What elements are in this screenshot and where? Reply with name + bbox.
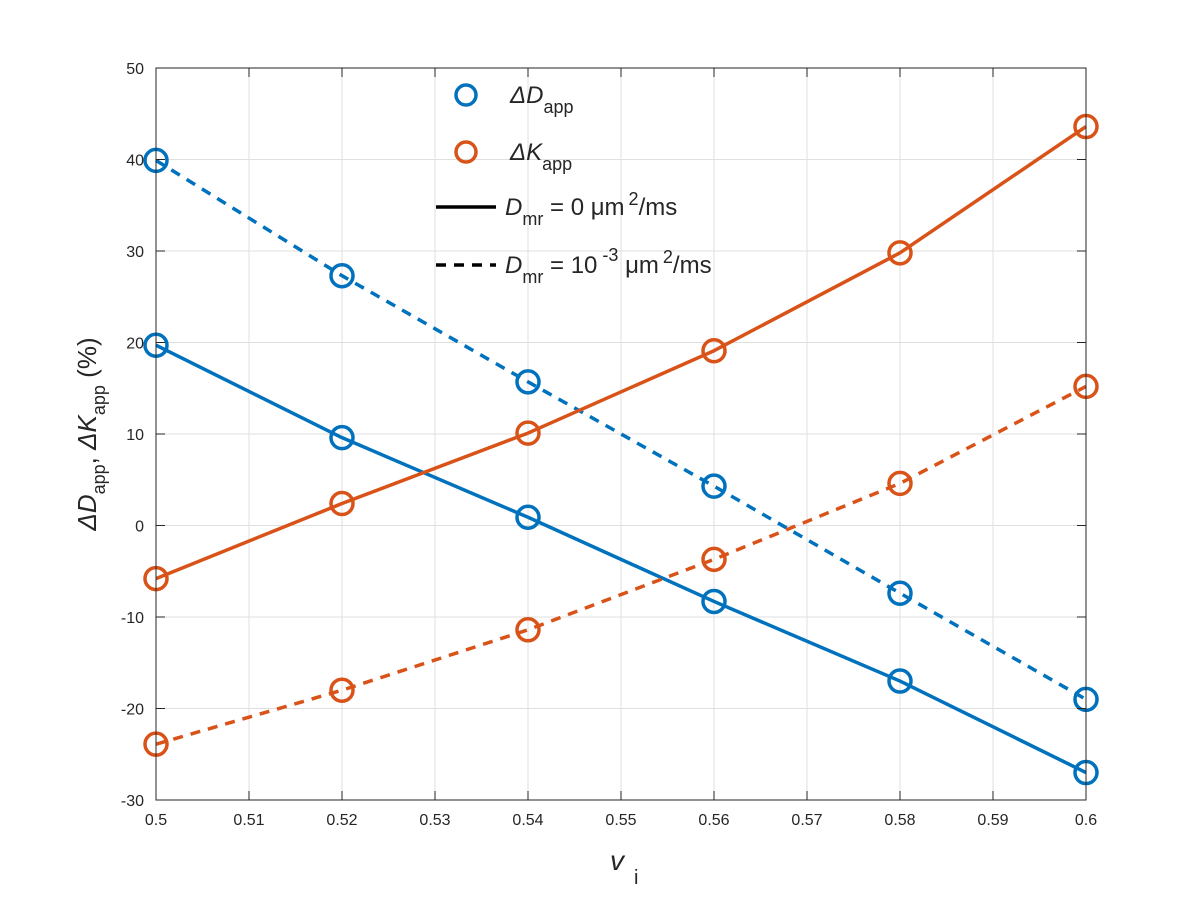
x-tick-label: 0.54 xyxy=(512,812,543,829)
x-tick-label: 0.51 xyxy=(233,812,264,829)
y-title-k-symbol: ΔK xyxy=(72,413,102,450)
x-tick-label: 0.58 xyxy=(884,812,915,829)
y-tick-label: 50 xyxy=(126,61,144,78)
series-line xyxy=(155,125,1087,581)
data-point xyxy=(515,617,541,643)
y-title-d-symbol: ΔD xyxy=(72,494,102,531)
legend-solid-unit-tail: /ms xyxy=(639,194,678,221)
x-tick-label: 0.56 xyxy=(698,812,729,829)
legend-marker-k xyxy=(454,140,478,164)
legend-dashed-unit: μm xyxy=(618,252,659,279)
y-tick-label: -10 xyxy=(121,610,144,627)
legend-d-sub: app xyxy=(543,97,573,117)
y-title-sep: , xyxy=(72,450,102,464)
legend-dashed-lhs-sub: mr xyxy=(522,267,543,287)
data-point xyxy=(329,490,355,517)
data-point xyxy=(515,504,541,531)
legend-dashed-unit-sup: 2 xyxy=(663,247,673,267)
data-point xyxy=(887,470,913,497)
legend-solid-eq: = 0 xyxy=(543,194,590,221)
legend-dashed-eq: = 10 xyxy=(543,252,597,279)
legend-k-symbol: ΔK xyxy=(509,139,543,166)
axis-ticks xyxy=(155,67,1087,801)
series-layer xyxy=(143,113,1099,786)
series-k-solid xyxy=(143,113,1099,592)
x-axis-title-main: v xyxy=(610,845,626,876)
series-line xyxy=(155,384,1087,746)
legend-solid-lhs-sub: mr xyxy=(522,209,543,229)
y-axis-title: ΔDapp, ΔKapp (%) xyxy=(72,337,109,531)
x-tick-label: 0.6 xyxy=(1075,812,1097,829)
legend-dashed-eq-sup: -3 xyxy=(597,245,618,265)
tick-labels: 0.5 0.51 0.52 0.53 0.54 0.55 0.56 0.57 0.58 0.59 0… xyxy=(121,61,1097,829)
data-point xyxy=(887,668,913,694)
data-point xyxy=(887,240,913,266)
data-point xyxy=(701,473,727,499)
x-axis-title: vi xyxy=(610,845,638,889)
x-tick-label: 0.59 xyxy=(977,812,1008,829)
data-point xyxy=(701,337,727,364)
data-point xyxy=(515,420,541,446)
data-point xyxy=(887,580,913,606)
y-title-d-sub: app xyxy=(89,464,109,494)
x-tick-label: 0.55 xyxy=(605,812,636,829)
data-point xyxy=(329,262,355,289)
legend-solid-unit: μm xyxy=(591,194,625,221)
y-title-unit: (%) xyxy=(72,337,102,385)
legend-label-solid: Dmr = 0 μm 2/ms xyxy=(505,189,677,229)
legend-label-dashed: Dmr = 10 -3 μm 2/ms xyxy=(505,245,712,287)
x-tick-label: 0.52 xyxy=(326,812,357,829)
series-line xyxy=(155,343,1087,775)
legend-dashed-lhs: D xyxy=(505,252,522,279)
x-tick-label: 0.57 xyxy=(791,812,822,829)
x-axis-title-sub: i xyxy=(634,867,638,889)
y-tick-label: 10 xyxy=(126,427,144,444)
series-d-solid xyxy=(143,332,1099,786)
data-point xyxy=(329,677,355,703)
data-point xyxy=(701,546,727,573)
legend-label-k: ΔKapp xyxy=(509,139,572,174)
y-tick-label: -30 xyxy=(121,793,144,810)
y-tick-label: 20 xyxy=(126,336,144,353)
legend-k-sub: app xyxy=(542,154,572,174)
data-point xyxy=(515,369,541,395)
legend-label-d: ΔDapp xyxy=(509,82,573,117)
legend-dashed-unit-tail: /ms xyxy=(673,252,712,279)
y-tick-label: -20 xyxy=(121,702,144,719)
series-line xyxy=(155,158,1087,701)
x-tick-label: 0.53 xyxy=(419,812,450,829)
data-point xyxy=(701,588,727,615)
y-tick-label: 40 xyxy=(126,153,144,170)
legend-d-symbol: ΔD xyxy=(509,82,543,109)
x-tick-label: 0.5 xyxy=(145,812,167,829)
legend-marker-d xyxy=(454,83,478,107)
data-point xyxy=(329,424,355,451)
y-tick-label: 30 xyxy=(126,244,144,261)
y-title-k-sub: app xyxy=(89,385,109,415)
legend: ΔDapp ΔKapp Dmr = 0 μm 2/ms Dmr = 10 -3 μ… xyxy=(436,82,712,287)
legend-solid-unit-sup: 2 xyxy=(629,189,639,209)
legend-solid-lhs: D xyxy=(505,194,522,221)
y-tick-label: 0 xyxy=(135,519,144,536)
